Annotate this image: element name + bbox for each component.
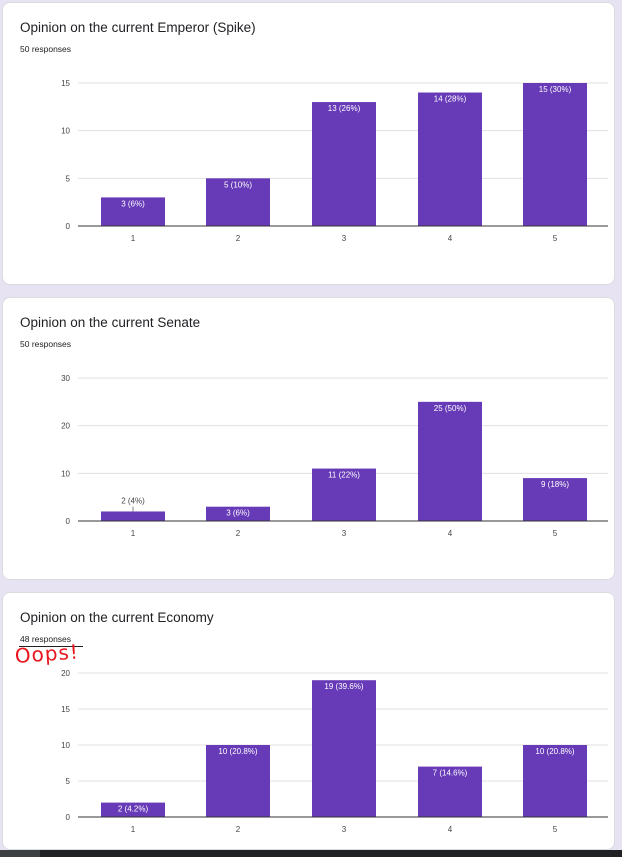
y-tick-label: 15 bbox=[61, 705, 70, 714]
data-label: 3 (6%) bbox=[226, 509, 250, 518]
y-tick-label: 20 bbox=[61, 669, 70, 678]
bar-2 bbox=[206, 178, 270, 226]
bar-1 bbox=[101, 197, 165, 226]
bar-5 bbox=[523, 745, 587, 817]
y-tick-label: 0 bbox=[66, 222, 71, 231]
bar-4 bbox=[418, 766, 482, 817]
bar-5 bbox=[523, 478, 587, 521]
bar-5 bbox=[523, 83, 587, 226]
y-tick-label: 5 bbox=[66, 777, 71, 786]
bar-chart-emperor: 0 5 10 15 3 (6%) 1 5 (10%) 2 13 (26%) 3 14 (28%) 4 1… bbox=[61, 79, 608, 243]
x-tick-label: 3 bbox=[342, 234, 347, 243]
card-title: Opinion on the current Senate bbox=[20, 315, 201, 330]
chart-card-economy: Opinion on the current Economy 48 respon… bbox=[2, 592, 615, 850]
y-tick-label: 20 bbox=[61, 422, 70, 431]
y-tick-label: 10 bbox=[61, 741, 70, 750]
strikethrough-mark bbox=[19, 646, 83, 647]
x-tick-label: 2 bbox=[236, 234, 241, 243]
data-label: 9 (18%) bbox=[541, 480, 569, 489]
bar-1 bbox=[101, 511, 165, 521]
x-tick-label: 5 bbox=[553, 529, 558, 538]
y-tick-label: 0 bbox=[66, 517, 71, 526]
data-label: 2 (4%) bbox=[121, 496, 145, 505]
data-label: 10 (20.8%) bbox=[535, 747, 574, 756]
card-title: Opinion on the current Economy bbox=[20, 610, 214, 625]
response-count: 48 responses bbox=[20, 634, 72, 644]
y-tick-label: 5 bbox=[66, 174, 71, 183]
x-tick-label: 1 bbox=[131, 825, 136, 834]
data-label: 5 (10%) bbox=[224, 180, 252, 189]
x-tick-label: 5 bbox=[553, 234, 558, 243]
x-tick-label: 2 bbox=[236, 529, 241, 538]
bar-1 bbox=[101, 802, 165, 817]
x-tick-label: 2 bbox=[236, 825, 241, 834]
x-tick-label: 5 bbox=[553, 825, 558, 834]
data-label: 14 (28%) bbox=[434, 95, 467, 104]
bar-4 bbox=[418, 401, 482, 521]
response-count: 50 responses bbox=[20, 44, 72, 54]
y-tick-label: 10 bbox=[61, 127, 70, 136]
data-label: 2 (4.2%) bbox=[118, 805, 149, 814]
y-tick-label: 30 bbox=[61, 374, 70, 383]
bar-3 bbox=[312, 680, 376, 817]
data-label: 3 (6%) bbox=[121, 199, 145, 208]
taskbar-segment bbox=[0, 850, 40, 857]
x-tick-label: 1 bbox=[131, 234, 136, 243]
bar-2 bbox=[206, 745, 270, 817]
y-tick-label: 10 bbox=[61, 469, 70, 478]
bar-chart-senate: 0 10 20 30 2 (4%) 1 3 (6%) 2 11 (22%) 3 25 (50%) 4 9… bbox=[61, 374, 608, 538]
x-tick-label: 1 bbox=[131, 529, 136, 538]
x-tick-label: 4 bbox=[448, 529, 453, 538]
y-tick-label: 15 bbox=[61, 79, 70, 88]
bar-3 bbox=[312, 468, 376, 521]
x-tick-label: 4 bbox=[448, 825, 453, 834]
bar-2 bbox=[206, 506, 270, 521]
x-tick-label: 3 bbox=[342, 529, 347, 538]
data-label: 19 (39.6%) bbox=[324, 682, 363, 691]
card-title: Opinion on the current Emperor (Spike) bbox=[20, 20, 256, 35]
taskbar-strip bbox=[0, 850, 622, 857]
bar-3 bbox=[312, 102, 376, 226]
oops-annotation: Oops! bbox=[14, 639, 80, 668]
chart-card-senate: Opinion on the current Senate 50 respons… bbox=[2, 297, 615, 580]
bar-4 bbox=[418, 92, 482, 227]
x-tick-label: 4 bbox=[448, 234, 453, 243]
data-label: 15 (30%) bbox=[539, 85, 572, 94]
data-label: 7 (14.6%) bbox=[433, 769, 468, 778]
data-label: 10 (20.8%) bbox=[218, 747, 257, 756]
bar-chart-economy: 0 5 10 15 20 2 (4.2%) 1 10 (20.8%) 2 19 (39.6%) 3 7… bbox=[61, 669, 608, 834]
x-tick-label: 3 bbox=[342, 825, 347, 834]
data-label: 25 (50%) bbox=[434, 404, 467, 413]
chart-card-emperor: Opinion on the current Emperor (Spike) 5… bbox=[2, 2, 615, 285]
data-label: 13 (26%) bbox=[328, 104, 361, 113]
response-count: 50 responses bbox=[20, 339, 72, 349]
y-tick-label: 0 bbox=[66, 813, 71, 822]
data-label: 11 (22%) bbox=[328, 471, 360, 480]
